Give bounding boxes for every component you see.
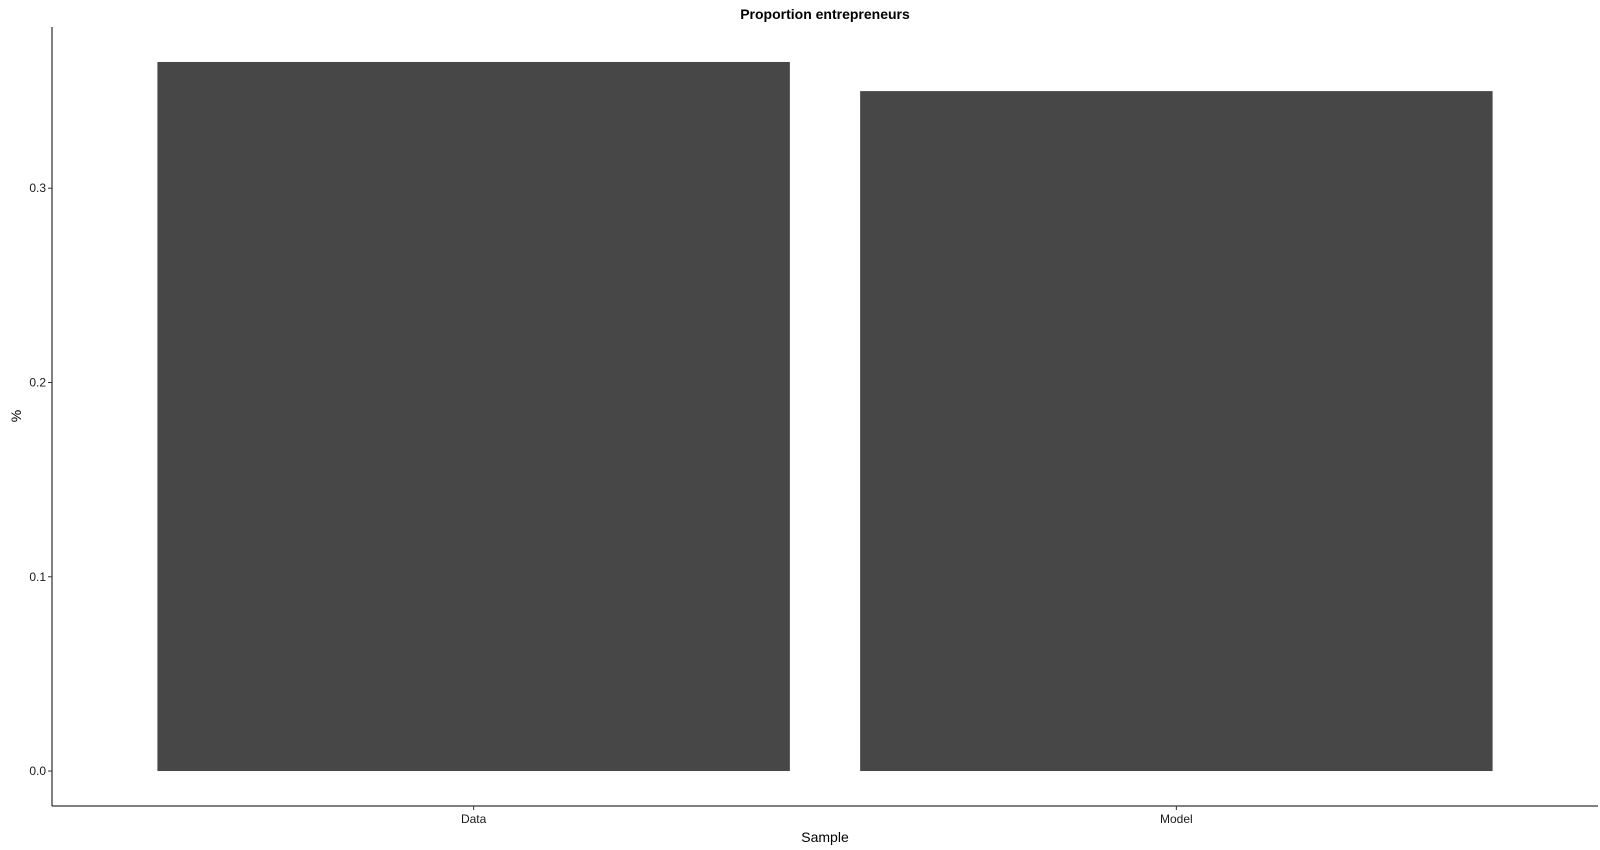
bar-model bbox=[860, 91, 1493, 772]
y-tick-label: 0.0 bbox=[29, 764, 46, 778]
x-tick-label: Model bbox=[1160, 812, 1193, 826]
bars-group bbox=[157, 61, 1493, 772]
y-axis-ticks: 0.0 0.1 0.2 0.3 bbox=[29, 181, 52, 778]
y-axis-title: % bbox=[8, 410, 24, 422]
y-tick-label: 0.1 bbox=[29, 570, 46, 584]
x-tick-label: Data bbox=[461, 812, 487, 826]
y-tick-label: 0.2 bbox=[29, 376, 46, 390]
y-tick-label: 0.3 bbox=[29, 181, 46, 195]
bar-data bbox=[157, 61, 790, 772]
x-axis-ticks: Data Model bbox=[461, 806, 1193, 826]
x-axis-title: Sample bbox=[801, 829, 849, 845]
chart-title: Proportion entrepreneurs bbox=[740, 6, 910, 22]
